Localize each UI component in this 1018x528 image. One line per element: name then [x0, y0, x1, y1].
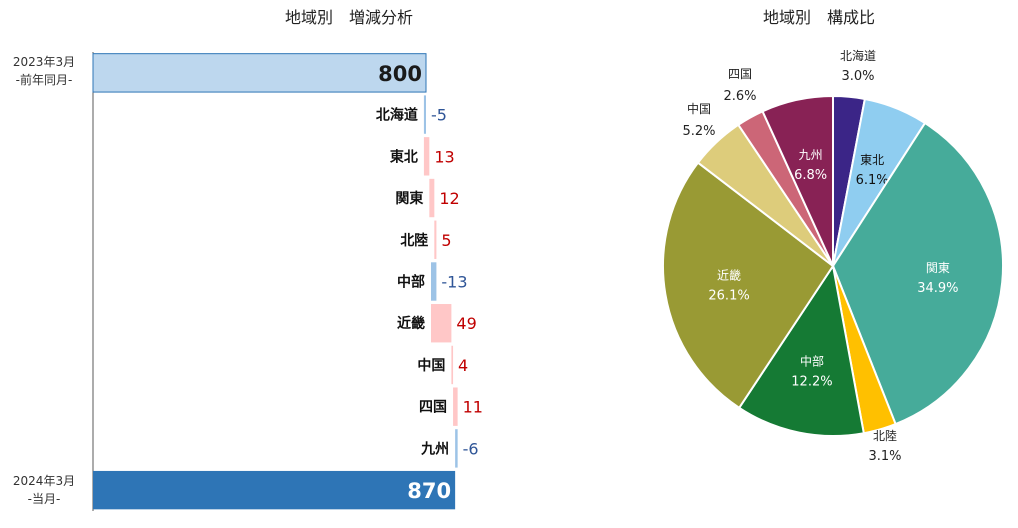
pie-slice-九州 [761, 94, 834, 267]
value-label-北陸: 5 [441, 231, 451, 250]
value-label-中部: -13 [441, 273, 467, 292]
bar-北陸 [434, 220, 437, 259]
value-label-関東: 12 [439, 189, 459, 208]
start-label: 2023年3月 -前年同月- [4, 53, 84, 89]
pie-pct-北陸: 3.1% [868, 449, 901, 464]
bar-中国 [451, 345, 454, 385]
bar-end-value: 870 [407, 479, 451, 503]
bar-四国 [453, 387, 458, 426]
bar-関東 [429, 178, 435, 218]
bar-近畿 [430, 304, 452, 343]
pie-pct-関東: 34.9% [917, 281, 958, 296]
value-label-北海道: -5 [431, 106, 447, 125]
pie-label-北海道: 北海道 [840, 48, 876, 63]
end-label-date: 2024年3月 [12, 474, 76, 488]
pie-pct-東北: 6.1% [856, 173, 889, 188]
pie-label-北陸: 北陸 [873, 429, 897, 443]
start-label-date: 2023年3月 [12, 55, 76, 69]
end-label: 2024年3月 -当月- [4, 472, 84, 508]
pie-label-九州: 九州 [799, 148, 823, 162]
pie-pct-北海道: 3.0% [841, 69, 874, 84]
value-label-四国: 11 [463, 398, 483, 417]
waterfall-title: 地域別 増減分析 [285, 8, 414, 27]
pie-label-中国: 中国 [687, 101, 711, 116]
pie-label-四国: 四国 [728, 67, 752, 81]
pie-pct-九州: 6.8% [794, 168, 827, 183]
category-label-北海道: 北海道 [376, 107, 418, 124]
bar-北海道 [423, 95, 426, 134]
pie-label-中部: 中部 [800, 353, 824, 368]
pie-label-近畿: 近畿 [717, 268, 741, 282]
category-label-四国: 四国 [419, 400, 447, 416]
pie-title: 地域別 構成比 [763, 8, 876, 27]
pie-slice-中国 [696, 123, 834, 267]
pie-slice-四国 [736, 109, 834, 267]
pie-slice-東北 [832, 97, 927, 267]
value-label-近畿: 49 [456, 314, 476, 333]
value-label-中国: 4 [458, 356, 468, 375]
pie-slice-関東 [831, 121, 1004, 426]
waterfall-chart: 800 -5 北海道 13 東北 12 関東 5 北陸 -13 中部 49 近畿 4 中国 11 四国 -6 九州 8… [92, 52, 483, 511]
category-label-中部: 中部 [397, 274, 425, 291]
pie-pct-中部: 12.2% [791, 374, 832, 389]
pie-pct-近畿: 26.1% [708, 288, 749, 303]
category-label-中国: 中国 [417, 357, 445, 374]
category-label-近畿: 近畿 [397, 315, 425, 332]
bar-start [92, 53, 427, 93]
category-label-九州: 九州 [420, 441, 449, 457]
pie-label-関東: 関東 [926, 261, 950, 275]
pie-slice-中部 [737, 263, 865, 437]
value-label-東北: 13 [434, 147, 454, 166]
category-label-関東: 関東 [395, 190, 423, 207]
bar-end [93, 470, 456, 510]
pie-slice-北海道 [832, 94, 867, 267]
bar-東北 [423, 137, 430, 176]
category-label-東北: 東北 [390, 148, 418, 165]
pie-pct-四国: 2.6% [723, 89, 756, 104]
bar-九州 [455, 429, 458, 468]
value-label-九州: -6 [463, 439, 479, 458]
end-label-note: -当月- [27, 492, 61, 506]
bar-start-value: 800 [378, 62, 422, 86]
pie-label-東北: 東北 [860, 153, 884, 167]
pie-slice-近畿 [662, 161, 835, 410]
bar-中部 [430, 262, 437, 301]
pie-slice-北陸 [832, 265, 897, 435]
category-label-北陸: 北陸 [400, 232, 428, 249]
pie-pct-中国: 5.2% [682, 124, 715, 139]
start-label-note: -前年同月- [15, 73, 73, 87]
